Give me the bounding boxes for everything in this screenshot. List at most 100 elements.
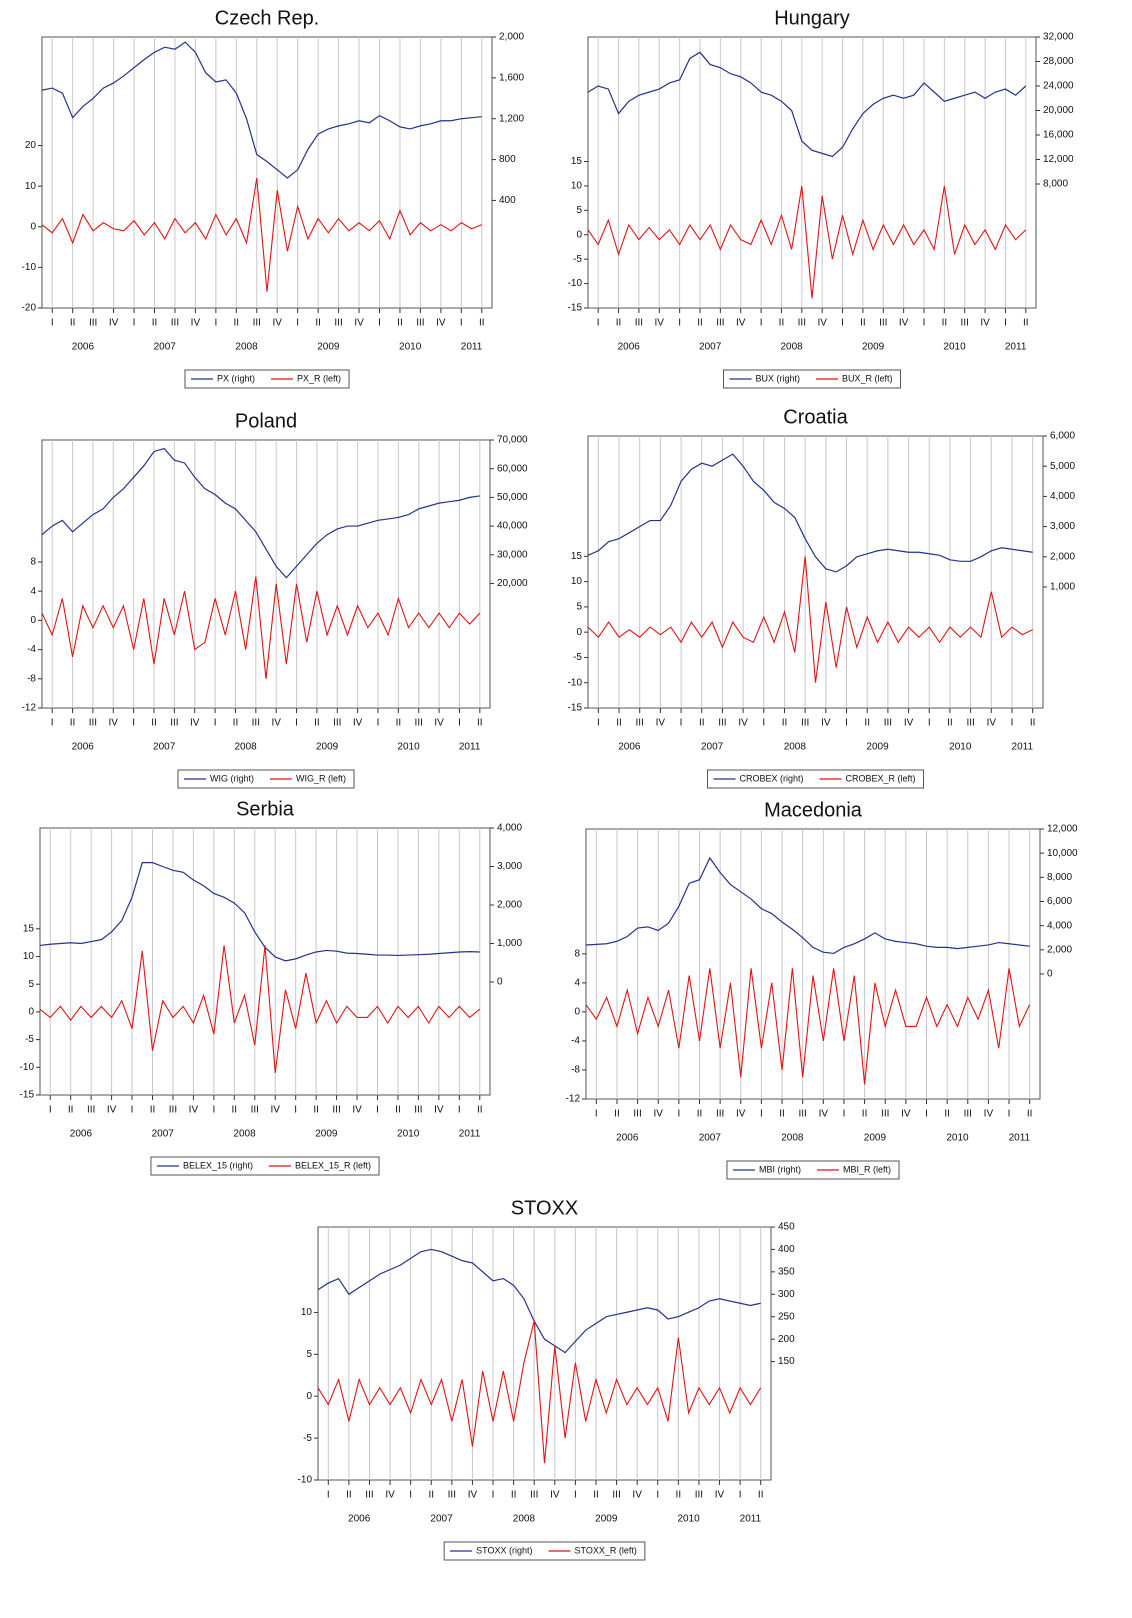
y2-tick-label: 12,000 bbox=[1043, 154, 1074, 165]
x-tick-label: IV bbox=[191, 318, 201, 329]
x-tick-label: II bbox=[864, 718, 870, 729]
plot-area bbox=[39, 827, 491, 1096]
x-tick-label: III bbox=[169, 1105, 177, 1116]
y-tick-label: 15 bbox=[571, 551, 583, 562]
x-tick-label: III bbox=[253, 318, 261, 329]
series-line bbox=[585, 968, 1031, 1085]
x-tick-label: II bbox=[942, 318, 948, 329]
legend-label: BUX_R (left) bbox=[842, 373, 893, 383]
x-year-label: 2009 bbox=[862, 342, 885, 353]
y-tick-label: -4 bbox=[571, 1036, 580, 1047]
y-tick-label: 10 bbox=[571, 181, 583, 192]
x-tick-label: II bbox=[947, 718, 953, 729]
x-tick-label: I bbox=[295, 718, 298, 729]
legend-label: PX_R (left) bbox=[297, 373, 341, 383]
y2-tick-label: 0 bbox=[1047, 969, 1053, 980]
y2-tick-label: 3,000 bbox=[497, 861, 522, 872]
x-tick-label: I bbox=[378, 318, 381, 329]
legend-label: CROBEX (right) bbox=[739, 773, 803, 783]
x-year-label: 2007 bbox=[154, 342, 177, 353]
y-tick-label: 0 bbox=[306, 1391, 312, 1402]
x-tick-label: II bbox=[70, 318, 76, 329]
legend-box bbox=[177, 769, 355, 789]
x-tick-label: II bbox=[233, 718, 239, 729]
x-tick-label: I bbox=[131, 1105, 134, 1116]
x-tick-label: II bbox=[697, 1109, 703, 1120]
plot-area bbox=[587, 435, 1044, 709]
x-year-label: 2006 bbox=[618, 742, 641, 753]
legend-label: BELEX_15 (right) bbox=[183, 1160, 253, 1170]
y-tick-label: 5 bbox=[28, 979, 34, 990]
x-tick-label: III bbox=[87, 1105, 95, 1116]
series-line bbox=[317, 1248, 761, 1354]
x-year-label: 2010 bbox=[946, 1133, 969, 1144]
x-tick-label: I bbox=[678, 318, 681, 329]
y-tick-label: 15 bbox=[571, 156, 583, 167]
x-tick-label: III bbox=[251, 1105, 259, 1116]
y2-tick-label: 2,000 bbox=[499, 32, 524, 43]
series-line bbox=[587, 51, 1027, 158]
y-tick-label: -10 bbox=[568, 677, 583, 688]
x-tick-label: II bbox=[1027, 1109, 1033, 1120]
x-year-label: 2009 bbox=[866, 742, 889, 753]
x-tick-label: II bbox=[314, 718, 320, 729]
x-tick-label: III bbox=[332, 1105, 340, 1116]
x-tick-label: I bbox=[377, 718, 380, 729]
x-tick-label: II bbox=[315, 318, 321, 329]
x-tick-label: IV bbox=[817, 318, 827, 329]
y2-tick-label: 24,000 bbox=[1043, 81, 1074, 92]
x-tick-label: I bbox=[458, 718, 461, 729]
x-year-label: 2007 bbox=[699, 342, 722, 353]
x-tick-label: I bbox=[409, 1490, 412, 1501]
x-tick-label: IV bbox=[987, 718, 997, 729]
x-tick-label: I bbox=[214, 318, 217, 329]
x-tick-label: III bbox=[798, 318, 806, 329]
x-tick-label: III bbox=[530, 1490, 538, 1501]
y2-tick-label: 2,000 bbox=[497, 900, 522, 911]
x-tick-label: I bbox=[460, 318, 463, 329]
x-year-label: 2006 bbox=[72, 342, 95, 353]
x-year-label: 2010 bbox=[397, 742, 420, 753]
y2-tick-label: 20,000 bbox=[497, 578, 528, 589]
y-tick-label: -5 bbox=[303, 1433, 312, 1444]
x-tick-label: IV bbox=[821, 718, 831, 729]
x-tick-label: II bbox=[150, 1105, 156, 1116]
legend-label: MBI (right) bbox=[759, 1164, 801, 1174]
x-tick-label: I bbox=[656, 1490, 659, 1501]
x-tick-label: III bbox=[881, 1109, 889, 1120]
series-line bbox=[317, 1320, 762, 1464]
x-tick-label: I bbox=[327, 1490, 330, 1501]
y2-tick-label: 0 bbox=[497, 977, 503, 988]
y2-tick-label: 4,000 bbox=[1047, 920, 1072, 931]
y2-tick-label: 350 bbox=[778, 1266, 795, 1277]
legend-box bbox=[722, 369, 902, 389]
x-tick-label: II bbox=[782, 718, 788, 729]
x-tick-label: IV bbox=[109, 718, 119, 729]
x-tick-label: III bbox=[884, 718, 892, 729]
x-tick-label: IV bbox=[189, 1105, 199, 1116]
x-tick-label: III bbox=[171, 318, 179, 329]
x-tick-label: I bbox=[132, 718, 135, 729]
y2-tick-label: 6,000 bbox=[1047, 896, 1072, 907]
series-line bbox=[587, 556, 1033, 683]
x-tick-label: II bbox=[477, 1105, 483, 1116]
y-tick-label: -12 bbox=[566, 1094, 581, 1105]
x-tick-label: II bbox=[944, 1109, 950, 1120]
y2-tick-label: 400 bbox=[778, 1244, 795, 1255]
y2-tick-label: 8,000 bbox=[1047, 872, 1072, 883]
x-tick-label: I bbox=[212, 1105, 215, 1116]
y-tick-label: -12 bbox=[22, 703, 37, 714]
legend-label: CROBEX_R (left) bbox=[846, 773, 916, 783]
x-tick-label: III bbox=[448, 1490, 456, 1501]
x-tick-label: IV bbox=[656, 718, 666, 729]
x-tick-label: IV bbox=[434, 718, 444, 729]
x-year-label: 2008 bbox=[784, 742, 807, 753]
y-tick-label: -15 bbox=[568, 703, 583, 714]
x-tick-label: IV bbox=[738, 718, 748, 729]
x-tick-label: IV bbox=[736, 318, 746, 329]
x-tick-label: IV bbox=[434, 1105, 444, 1116]
x-year-label: 2010 bbox=[949, 742, 972, 753]
x-tick-label: II bbox=[758, 1490, 764, 1501]
